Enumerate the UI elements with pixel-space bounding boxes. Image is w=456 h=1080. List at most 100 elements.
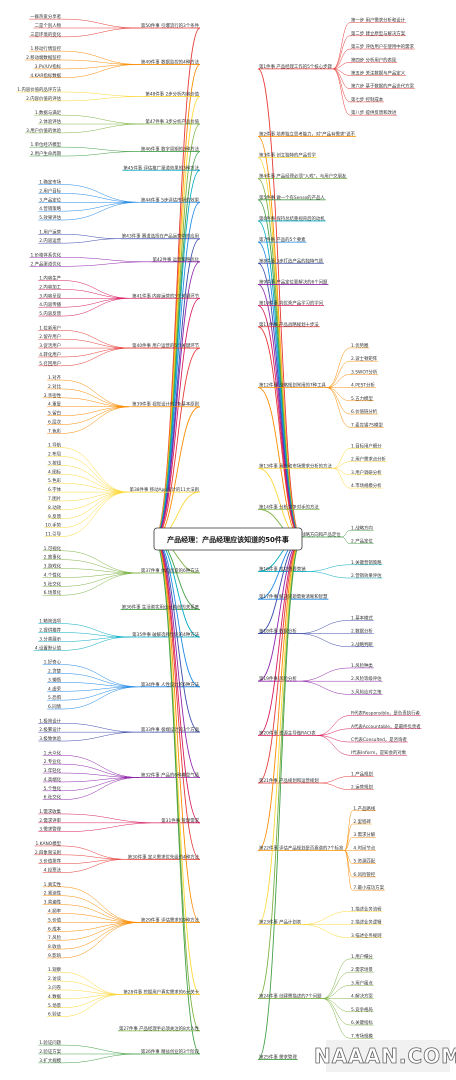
child-link — [332, 468, 351, 489]
child-item: 1.战略方向 — [351, 524, 373, 531]
child-link — [61, 330, 132, 349]
child-item: 3.需求管理 — [39, 826, 61, 833]
child-item: 1.移动行情监控 — [30, 45, 61, 52]
child-link — [61, 813, 161, 824]
child-item: 3.分类展示 — [39, 635, 61, 642]
child-item: I代表Inform，是知会的对象 — [351, 749, 407, 756]
child-link — [326, 387, 351, 415]
child-item: 3.产品定位 — [39, 196, 61, 203]
branch-title: 第11件事 产品战略规划十步法 — [259, 321, 319, 328]
child-item: 3.SWOT分析 — [351, 368, 378, 375]
child-item: 2.用户生命周期 — [30, 150, 61, 157]
branch-title: 第43件事 赛道选择在产品运营中的应用 — [122, 233, 199, 240]
child-item: 第四步 分析用户的表现 — [351, 56, 397, 63]
child-item: 9.反馈 — [48, 513, 62, 520]
child-link — [61, 491, 129, 528]
child-item: 2.极繁设计 — [39, 726, 61, 733]
child-link — [61, 572, 140, 596]
child-item: 2.访谈 — [48, 975, 62, 982]
branch-title: 第27件事 产品经理手必须关注的8大人性 — [119, 1025, 200, 1032]
child-link — [61, 636, 132, 651]
child-item: 2.内容运营 — [39, 237, 61, 244]
branch-title: 第26件事 精益创业的3个阶段 — [141, 1048, 200, 1055]
child-item: 1.描述业务流程 — [351, 905, 382, 912]
child-link — [322, 971, 351, 999]
child-link — [61, 772, 140, 778]
branch-link — [257, 199, 303, 540]
child-link — [61, 723, 140, 733]
child-item: 5.内容反馈 — [39, 310, 61, 317]
child-item: 4.设置默认值 — [35, 644, 62, 651]
branch-title: 第47件事 3步分析产品价值 — [145, 118, 199, 125]
branch-title: 第19件事 风险分析 — [259, 675, 297, 682]
child-item: 2.需求评审 — [39, 817, 61, 824]
child-item: 3.普遍性 — [44, 899, 62, 906]
child-item: 6.字体 — [48, 486, 62, 493]
child-item: 1.价格体系优化 — [30, 251, 61, 258]
child-item: 2.内容加工 — [39, 283, 61, 290]
child-link — [61, 777, 140, 783]
branch-title: 第48件事 2步分析内容价值 — [145, 90, 199, 97]
child-item: 1.数据与满足 — [35, 109, 62, 116]
child-link — [61, 854, 127, 860]
child-item: 1.确定市场 — [39, 178, 61, 185]
child-item: 3.促活用户 — [39, 342, 61, 349]
branch-title: 第28件事 挖掘用户真实需求的6大关卡 — [123, 988, 199, 995]
child-link — [326, 374, 351, 388]
child-link — [61, 682, 140, 688]
child-link — [316, 728, 351, 736]
child-link — [341, 530, 351, 538]
child-link — [302, 911, 351, 925]
child-item: 二是个别人物 — [35, 22, 62, 29]
child-link — [61, 261, 152, 267]
child-link — [61, 895, 140, 923]
child-link — [61, 347, 132, 367]
branch-title: 第41件事 内容运营的5个关键环节 — [132, 292, 199, 299]
child-link — [332, 468, 351, 476]
child-link — [61, 338, 132, 349]
child-item: 6.验证 — [48, 1011, 62, 1018]
child-link — [61, 572, 140, 587]
child-item: 10.手势 — [45, 522, 61, 529]
child-item: 7.麦肯锡7S模型 — [351, 421, 383, 428]
child-item: 3.用户调研分析 — [351, 469, 382, 476]
child-item: 第五步 关注数据与产品定义 — [351, 69, 406, 76]
branch-title: 第40件事 用户运营的5个关键环节 — [132, 342, 199, 349]
child-item: 2.验证方案 — [39, 1048, 61, 1055]
child-item: 4.重复 — [48, 401, 62, 408]
child-item: 1.基本模式 — [351, 614, 373, 621]
child-link — [332, 68, 351, 116]
child-item: 4.时间节点 — [353, 844, 375, 851]
child-link — [61, 994, 123, 1017]
child-item: 2.内容价值的评估 — [26, 95, 62, 102]
child-item: 2.产品定位 — [351, 538, 373, 545]
child-link — [61, 406, 132, 434]
child-link — [297, 633, 351, 648]
child-item: 4.虚荣 — [48, 685, 62, 692]
child-item: 1.产品规划 — [351, 770, 373, 777]
child-link — [332, 48, 351, 70]
child-item: 5.色彩 — [48, 477, 62, 484]
child-link — [61, 922, 140, 941]
child-item: 4.转化用户 — [39, 351, 61, 358]
child-item: 5.个性化 — [44, 785, 62, 792]
branch-link — [153, 538, 201, 688]
child-item: 3.扩大规模 — [39, 1057, 61, 1064]
child-link — [341, 536, 351, 544]
child-item: 1.好奇心 — [44, 659, 62, 666]
branch-title: 第2件事 培养独立思考能力，对"产品有需求"说不 — [259, 130, 356, 137]
child-item: 6.层次 — [48, 419, 62, 426]
child-item: 2.运营规划 — [351, 784, 373, 791]
child-link — [326, 387, 351, 402]
child-item: 1.优势圈 — [351, 342, 369, 349]
branch-title: 第18件事 数据分析 — [259, 628, 297, 635]
child-item: 4.市场规模分析 — [351, 482, 382, 489]
child-link — [61, 971, 123, 995]
child-item: 1.目标用户细分 — [351, 442, 382, 449]
child-link — [61, 123, 145, 134]
branch-title: 第46件事 数字周期的3种方法 — [141, 146, 200, 153]
child-item: 5.社交化 — [44, 580, 62, 587]
child-link — [322, 998, 351, 1039]
child-item: 3.描述业务规则 — [351, 932, 382, 939]
